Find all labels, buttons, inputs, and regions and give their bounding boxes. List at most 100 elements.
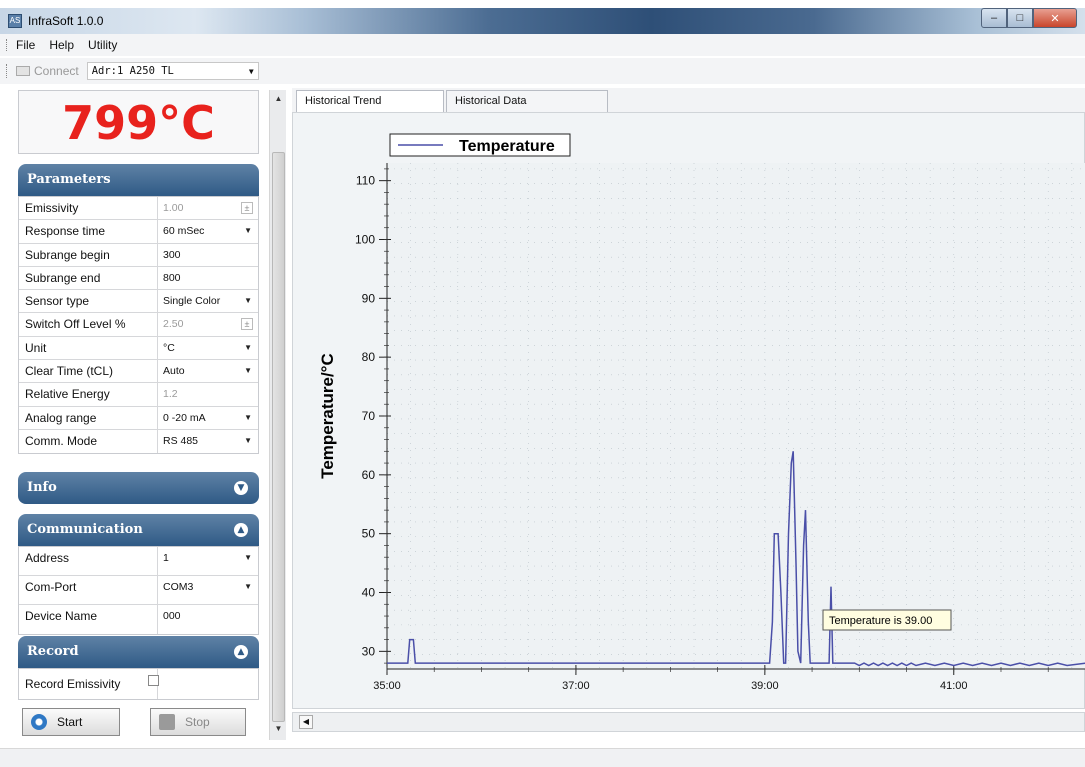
menu-utility[interactable]: Utility [88,38,118,52]
x-tick-label: 35:00 [373,680,401,692]
parameter-label: Analog range [19,406,158,429]
parameters-header[interactable]: Parameters [18,164,259,196]
record-table: Record Emissivity [18,668,259,700]
parameter-label: Response time [19,220,158,243]
menu-grip-icon [6,39,9,51]
parameter-label: Relative Energy [19,383,158,406]
tab-bar: Historical Trend Historical Data [292,88,1085,112]
parameter-value[interactable]: 800 [158,267,258,289]
communication-value-text: COM3 [163,581,194,593]
stop-button[interactable]: Stop [150,708,246,736]
info-header[interactable]: Info ▼ [18,472,259,504]
plug-icon [16,66,30,76]
parameter-row: Analog range 0 -20 mA ▼ [19,406,258,430]
menu-file[interactable]: File [16,38,36,52]
spinner-icon[interactable]: ± [241,202,253,214]
record-header[interactable]: Record ▲ [18,636,259,668]
left-panel-scrollbar[interactable]: ▲ ▼ [269,90,286,740]
parameter-value[interactable]: Single Color ▼ [158,290,258,312]
scroll-left-icon[interactable]: ◀ [299,715,313,729]
parameter-row: Relative Energy 1.2 [19,383,258,407]
legend-label: Temperature [459,138,555,155]
close-button[interactable]: ✕ [1033,8,1077,28]
temperature-readout: 799°C [18,90,259,154]
scroll-up-icon[interactable]: ▲ [274,94,283,103]
communication-label: Address [19,547,158,575]
parameter-row: Switch Off Level % 2.50 ± [19,313,258,337]
chevron-down-icon[interactable]: ▼ [244,582,252,591]
parameter-label: Clear Time (tCL) [19,360,158,383]
parameter-row: Response time 60 mSec ▼ [19,220,258,244]
y-tick-label: 30 [362,644,376,658]
chevron-down-icon: ▼ [248,66,254,76]
record-emissivity-cell [148,669,258,699]
left-panel: 799°C Parameters Emissivity 1.00 ± Response… [18,90,259,742]
maximize-button[interactable]: □ [1007,8,1033,28]
chevron-down-icon[interactable]: ▼ [244,342,252,352]
menu-help[interactable]: Help [49,38,75,52]
chevron-down-icon[interactable]: ▼ [244,226,252,236]
chart-horizontal-scrollbar[interactable]: ◀ [292,712,1085,732]
spinner-icon[interactable]: ± [241,318,253,331]
play-icon [31,714,47,730]
minimize-button[interactable]: – [981,8,1007,28]
parameter-value[interactable]: RS 485 ▼ [158,430,258,453]
x-tick-label: 37:00 [562,680,590,692]
record-emissivity-row: Record Emissivity [19,669,258,699]
collapse-chevron-icon[interactable]: ▲ [234,645,248,659]
collapse-chevron-icon[interactable]: ▲ [234,523,248,537]
parameter-value: 2.50 ± [158,313,258,335]
chevron-down-icon[interactable]: ▼ [244,366,252,376]
window-title: InfraSoft 1.0.0 [28,14,104,28]
y-axis-label: Temperature/°C [318,353,337,479]
series-line [387,451,1085,667]
tab-historical-data-label: Historical Data [455,95,527,107]
parameter-value[interactable]: °C ▼ [158,337,258,359]
communication-value[interactable]: 000 [158,605,258,634]
communication-value-text: 1 [163,552,169,564]
minimize-icon: – [990,12,998,24]
communication-row: Com-Port COM3 ▼ [19,576,258,605]
status-bar [0,748,1085,767]
connect-button[interactable]: Connect [16,64,79,78]
parameter-row: Comm. Mode RS 485 ▼ [19,429,258,454]
expand-chevron-icon[interactable]: ▼ [234,481,248,495]
y-tick-label: 110 [356,174,375,188]
close-icon: ✕ [1050,12,1060,25]
tab-historical-trend[interactable]: Historical Trend [296,90,444,112]
parameter-value-text: RS 485 [163,434,199,447]
scroll-down-icon[interactable]: ▼ [274,724,283,733]
maximize-icon: □ [1016,12,1024,24]
communication-row: Address 1 ▼ [19,547,258,576]
parameter-value-text: °C [163,341,175,354]
chart-canvas: 30 40 50 60 70 80 90 100 110 35:00 37:00 39:00 41:00… [318,133,1085,692]
communication-header[interactable]: Communication ▲ [18,514,259,546]
record-emissivity-checkbox[interactable] [148,675,159,686]
parameter-value[interactable]: 300 [158,244,258,266]
communication-value[interactable]: COM3 ▼ [158,576,258,604]
chevron-down-icon[interactable]: ▼ [244,435,252,445]
chevron-down-icon[interactable]: ▼ [244,412,252,422]
parameter-label: Emissivity [19,197,158,220]
parameter-value-text: 1.2 [163,388,178,401]
chevron-down-icon[interactable]: ▼ [244,296,252,306]
parameter-value[interactable]: 60 mSec ▼ [158,220,258,242]
parameter-value-text: 300 [163,248,181,261]
parameter-value-text: 1.00 [163,202,184,214]
start-button[interactable]: Start [22,708,120,736]
start-label: Start [57,715,83,729]
parameter-label: Sensor type [19,290,158,313]
parameter-value[interactable]: 0 -20 mA ▼ [158,407,258,429]
legend-box [389,133,571,157]
parameter-row: Unit °C ▼ [19,336,258,361]
trend-chart: 30 40 50 60 70 80 90 100 110 35:00 37:00 39:00 41:00… [292,112,1085,709]
y-tick-label: 90 [362,291,376,305]
tab-historical-data[interactable]: Historical Data [446,90,608,112]
chevron-down-icon[interactable]: ▼ [244,553,252,562]
toolbar-grip-icon [6,64,9,78]
parameter-value[interactable]: Auto ▼ [158,360,258,382]
scroll-thumb[interactable] [272,152,285,722]
y-tick-label: 50 [362,527,376,541]
address-select[interactable]: Adr:1 A250 TL ▼ [86,62,259,80]
communication-value[interactable]: 1 ▼ [158,547,258,575]
